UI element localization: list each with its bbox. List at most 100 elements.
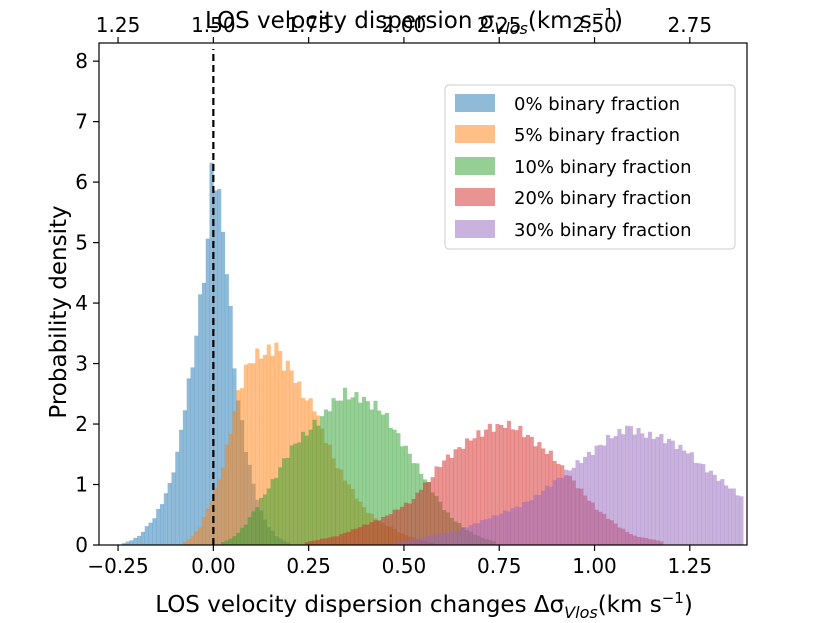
- bar: [461, 448, 466, 545]
- bar: [350, 529, 355, 545]
- histogram-bars: [121, 162, 744, 546]
- bar: [262, 494, 268, 545]
- bar: [278, 467, 283, 545]
- bar: [301, 431, 306, 545]
- bar: [670, 440, 675, 545]
- bar: [167, 483, 172, 545]
- bar: [651, 438, 656, 545]
- bar: [308, 541, 313, 545]
- x-tick-label: 1.00: [572, 554, 617, 578]
- bar: [442, 460, 447, 545]
- x-tick-label: 0.50: [382, 554, 427, 578]
- bar: [567, 470, 572, 545]
- bar: [327, 537, 332, 545]
- legend-label-0: 0% binary fraction: [514, 94, 680, 115]
- bar: [693, 462, 698, 545]
- bar: [655, 436, 660, 545]
- bar: [224, 274, 229, 545]
- bar: [243, 524, 248, 545]
- bar: [369, 409, 374, 545]
- bar: [255, 507, 260, 545]
- bar: [590, 455, 595, 545]
- bar: [632, 434, 637, 545]
- top-axis-title-units-sup: −1: [592, 5, 614, 23]
- plot-frame: [98, 42, 748, 546]
- bar: [354, 392, 359, 545]
- bar: [362, 524, 367, 545]
- y-tick-label: 1: [75, 473, 88, 497]
- bar: [697, 463, 702, 545]
- bar: [281, 458, 287, 545]
- bar: [224, 540, 229, 545]
- y-tick-label: 0: [75, 533, 88, 557]
- bar: [289, 445, 294, 545]
- bar: [350, 397, 355, 545]
- bar: [205, 508, 210, 545]
- bar: [739, 496, 744, 545]
- bar: [487, 423, 492, 545]
- bar: [682, 450, 687, 545]
- bar: [403, 502, 409, 545]
- bar: [281, 370, 287, 545]
- bar: [346, 399, 351, 545]
- bar: [190, 367, 195, 545]
- top-x-tick-label: 2.75: [668, 13, 713, 37]
- bar: [331, 398, 336, 545]
- bar: [308, 429, 313, 545]
- bar: [537, 442, 542, 545]
- bar: [720, 479, 725, 545]
- bar: [476, 430, 481, 545]
- bar: [415, 492, 420, 545]
- series-4: [396, 425, 744, 545]
- bar: [445, 454, 450, 545]
- bar: [453, 530, 458, 545]
- bar: [182, 541, 187, 545]
- bar: [426, 535, 431, 545]
- bar: [621, 434, 626, 545]
- bar: [727, 488, 733, 545]
- bar: [354, 528, 359, 545]
- bar: [312, 540, 317, 545]
- x-axis-title: LOS velocity dispersion changes ΔσVlos(k…: [155, 589, 693, 622]
- bar: [163, 493, 168, 545]
- bar: [586, 451, 592, 545]
- bar: [510, 508, 515, 545]
- bar: [461, 527, 466, 545]
- bar: [548, 486, 553, 545]
- legend-label-4: 30% binary fraction: [514, 220, 692, 241]
- bar: [171, 472, 176, 545]
- top-x-tick-label: 2.00: [382, 13, 427, 37]
- x-axis-title-units-sup: −1: [662, 589, 684, 607]
- top-axis-title-sub: Vlos: [494, 19, 528, 38]
- bar: [247, 517, 252, 545]
- bar: [663, 443, 668, 545]
- bar: [213, 190, 218, 545]
- bar: [278, 350, 283, 545]
- bar: [449, 530, 454, 545]
- bar: [613, 436, 618, 545]
- bar: [480, 520, 485, 545]
- bar: [415, 538, 420, 545]
- bar: [274, 477, 279, 545]
- legend-swatch-3: [455, 188, 495, 206]
- bar: [232, 536, 237, 545]
- bar: [186, 539, 191, 545]
- bar: [411, 539, 416, 545]
- bar: [522, 502, 527, 545]
- bar: [144, 526, 149, 545]
- bar: [640, 433, 645, 545]
- bar: [678, 444, 683, 545]
- bar: [449, 457, 454, 545]
- bar: [224, 444, 229, 545]
- x-tick-label: 1.25: [668, 554, 713, 578]
- bar: [419, 537, 424, 545]
- x-tick-label: 0.25: [286, 554, 331, 578]
- bar: [472, 438, 477, 545]
- bar: [232, 410, 237, 545]
- bar: [262, 354, 268, 545]
- bar: [323, 409, 328, 545]
- bar: [194, 530, 199, 545]
- bar: [304, 435, 309, 545]
- bar: [285, 457, 290, 545]
- bar: [529, 436, 534, 545]
